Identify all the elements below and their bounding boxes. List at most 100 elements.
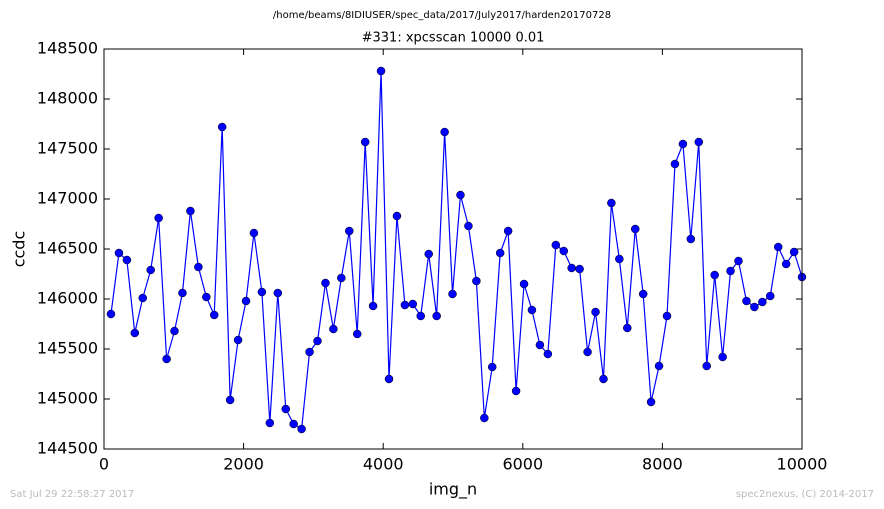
data-point xyxy=(472,276,481,286)
data-point xyxy=(670,159,680,169)
data-point xyxy=(416,311,426,321)
data-point xyxy=(114,248,124,258)
x-tick-label: 10000 xyxy=(777,455,828,474)
data-point xyxy=(305,347,314,357)
data-point xyxy=(630,224,640,234)
x-axis-label: img_n xyxy=(429,480,477,500)
data-point xyxy=(202,292,211,302)
data-point xyxy=(511,386,521,396)
data-point xyxy=(241,296,251,306)
data-point xyxy=(750,302,759,312)
data-point xyxy=(368,301,378,311)
data-point xyxy=(575,264,584,274)
y-tick-label: 147000 xyxy=(37,189,98,208)
data-point xyxy=(710,270,719,280)
data-point xyxy=(654,361,664,371)
data-point xyxy=(607,198,616,208)
data-point xyxy=(170,326,179,336)
data-point xyxy=(352,329,362,339)
chart-title: #331: xpcsscan 10000 0.01 xyxy=(362,31,545,46)
data-point xyxy=(487,362,497,372)
data-point xyxy=(297,424,306,434)
y-tick-label: 148500 xyxy=(37,39,98,58)
x-tick-label: 4000 xyxy=(363,455,404,474)
data-point xyxy=(638,289,648,299)
data-point xyxy=(527,305,537,315)
data-point xyxy=(154,213,163,223)
data-point xyxy=(448,289,457,299)
data-point xyxy=(194,262,203,272)
data-point xyxy=(758,297,767,307)
y-tick-label: 146500 xyxy=(37,239,98,258)
data-point xyxy=(789,247,799,257)
y-tick-label: 145000 xyxy=(37,389,98,408)
plot-frame xyxy=(103,48,803,450)
data-point xyxy=(464,221,473,231)
data-point xyxy=(209,310,219,320)
data-point xyxy=(495,248,505,258)
data-point xyxy=(162,354,171,364)
x-tick-label: 0 xyxy=(99,455,109,474)
data-point xyxy=(376,66,386,76)
data-point xyxy=(646,397,656,407)
data-point xyxy=(718,352,727,362)
data-point xyxy=(773,242,783,252)
data-point xyxy=(591,307,600,317)
data-point xyxy=(480,413,489,423)
data-point xyxy=(535,340,545,350)
data-point xyxy=(543,349,553,359)
data-point xyxy=(662,311,672,321)
suptitle: /home/beams/8IDIUSER/spec_data/2017/July… xyxy=(273,10,611,21)
y-tick-label: 144500 xyxy=(37,439,98,458)
footer-right: spec2nexus, (C) 2014-2017 xyxy=(736,489,874,500)
data-point xyxy=(599,374,608,384)
data-point xyxy=(623,323,632,333)
y-tick-label: 146000 xyxy=(37,289,98,308)
data-point xyxy=(257,287,267,297)
data-point xyxy=(456,190,465,200)
data-point xyxy=(583,347,592,357)
x-tick-label: 2000 xyxy=(223,455,264,474)
data-point xyxy=(694,137,704,147)
data-point xyxy=(734,256,743,266)
data-point xyxy=(726,266,735,276)
data-point xyxy=(678,139,688,149)
data-point xyxy=(146,265,155,275)
data-point xyxy=(432,311,441,321)
data-point xyxy=(408,299,418,309)
data-point xyxy=(781,259,791,269)
data-point xyxy=(702,361,711,371)
data-point xyxy=(345,226,354,236)
data-point xyxy=(400,300,410,310)
data-point xyxy=(742,296,751,306)
data-point xyxy=(265,418,275,428)
data-point xyxy=(217,122,227,132)
data-point xyxy=(615,254,624,264)
y-axis-label: ccdc xyxy=(10,231,29,268)
data-point xyxy=(233,335,243,345)
data-point xyxy=(519,279,529,289)
y-tick-label: 148000 xyxy=(37,89,98,108)
data-point xyxy=(686,234,696,244)
data-point xyxy=(337,273,346,283)
x-tick-label: 6000 xyxy=(502,455,543,474)
data-point xyxy=(273,288,283,298)
data-point xyxy=(130,328,140,338)
y-tick-label: 145500 xyxy=(37,339,98,358)
data-point xyxy=(289,419,298,429)
data-point xyxy=(765,291,775,301)
data-point xyxy=(567,263,576,273)
data-point xyxy=(440,127,449,137)
data-point xyxy=(106,309,116,319)
data-point xyxy=(122,255,132,265)
data-point xyxy=(138,293,147,303)
data-point xyxy=(360,137,370,147)
data-point xyxy=(186,206,195,216)
data-point xyxy=(249,228,259,238)
x-tick-label: 8000 xyxy=(642,455,683,474)
data-point xyxy=(503,226,513,236)
data-point xyxy=(329,324,338,334)
data-point xyxy=(281,404,291,414)
data-point xyxy=(392,211,402,221)
